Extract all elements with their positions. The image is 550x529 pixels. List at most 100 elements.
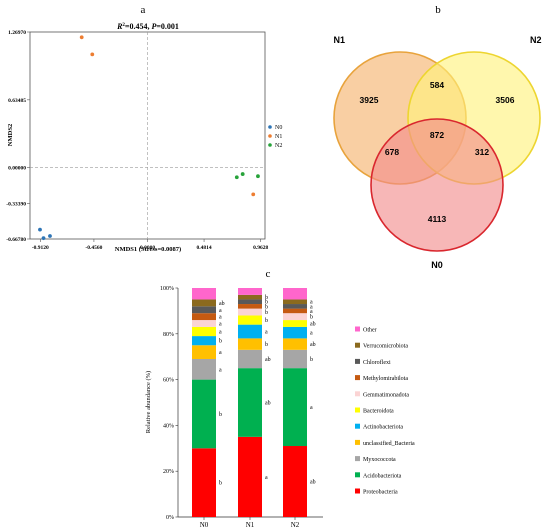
bar-segment (283, 308, 307, 314)
significance-letter: a (310, 309, 313, 315)
bar-legend-label: Methylomirabilota (363, 376, 408, 382)
y-tick-label: -0.33390 (6, 201, 26, 207)
bar-legend-label: Bacteroidota (363, 409, 394, 415)
bar-segment (192, 336, 216, 346)
bar-y-tick-label: 80% (163, 332, 174, 338)
bar-segment (283, 304, 307, 309)
legend-label-n2: N2 (275, 143, 282, 149)
nmds-x-axis-label: NMDS1 (Stress=0.0087) (115, 246, 181, 253)
significance-letter: a (219, 350, 222, 356)
bar-segment (192, 313, 216, 321)
bar-segment (238, 294, 262, 300)
bar-y-tick-label: 100% (160, 286, 174, 292)
scatter-point-n0 (41, 236, 46, 241)
venn-set-label-n0: N0 (431, 260, 443, 270)
bar-segment (192, 288, 216, 300)
significance-letter: b (310, 357, 313, 363)
venn-count-n1-n0: 678 (385, 147, 399, 157)
bar-segment (283, 313, 307, 321)
stacked-bar-panel: c 100%80%60%40%20%0% bbaabaaaaabN0aababb… (145, 268, 415, 529)
scatter-point-n0 (48, 234, 52, 238)
venn-count-all: 872 (430, 130, 444, 140)
bar-segment (192, 306, 216, 314)
significance-letter: a (265, 475, 268, 481)
scatter-point-n1 (90, 52, 95, 57)
y-tick-label: 1.26970 (8, 30, 26, 36)
bar-legend-swatch (355, 375, 360, 381)
bar-segment (283, 288, 307, 300)
significance-letter: a (310, 300, 313, 306)
bar-segment (238, 338, 262, 350)
bar-segment (283, 446, 307, 517)
venn-count-n2-only: 3506 (496, 95, 515, 105)
bar-legend-label: unclassified_Bacteria (363, 440, 415, 447)
bar-category-label: N0 (200, 521, 209, 529)
significance-letter: a (310, 304, 313, 310)
scatter-point-n2 (234, 175, 239, 180)
bar-segment (192, 448, 216, 517)
bar-segment (283, 349, 307, 369)
bar-legend-swatch (355, 423, 360, 429)
bar-legend-swatch (355, 439, 360, 445)
significance-letter: a (310, 331, 313, 337)
venn-count-n1-only: 3925 (360, 95, 379, 105)
bar-segment (238, 304, 262, 309)
bar-segment (238, 368, 262, 437)
bar-legend-swatch (355, 342, 360, 348)
panel-a-label: a (141, 4, 146, 16)
significance-letter: b (310, 315, 313, 321)
venn-circle-n0 (370, 118, 504, 252)
bar-legend-swatch (355, 456, 360, 462)
legend-marker-n0 (268, 125, 272, 129)
bar-y-axis-label: Relative abundance (%) (145, 371, 152, 433)
bar-legend-label: Other (363, 328, 377, 334)
bar-legend-label: Chloroflexi (363, 359, 391, 366)
significance-letter: a (219, 315, 222, 321)
legend-marker-n2 (268, 143, 272, 147)
scatter-point-n0 (38, 227, 42, 232)
significance-letter: a (219, 367, 222, 373)
scatter-point-n2 (256, 174, 260, 179)
bar-legend-swatch (355, 472, 360, 478)
significance-letter: b (265, 342, 268, 348)
bar-segment (283, 338, 307, 350)
significance-letter: b (265, 318, 268, 324)
scatter-point-n1 (251, 192, 256, 197)
significance-letter: a (219, 308, 222, 314)
scatter-point-n2 (240, 172, 245, 176)
bar-legend-label: Verrucomicrobiota (363, 344, 408, 350)
x-tick-label: -0.9120 (32, 245, 49, 251)
y-tick-label: -0.66780 (6, 237, 26, 243)
bar-category-label: N1 (246, 521, 255, 529)
bar-legend-swatch (355, 358, 360, 364)
title-p: P (151, 22, 156, 31)
significance-letter: a (265, 330, 268, 336)
venn-set-label-n1: N1 (333, 35, 345, 45)
bar-segment (238, 299, 262, 305)
x-tick-label: 0.0000 (140, 245, 155, 251)
legend-label-n0: N0 (275, 125, 282, 131)
y-tick-label: 0.63485 (8, 98, 26, 104)
bar-segment (283, 299, 307, 305)
significance-letter: ab (265, 401, 271, 407)
scatter-point-n1 (79, 35, 84, 40)
bar-segment (192, 320, 216, 327)
bar-segment (192, 326, 216, 337)
bar-y-tick-label: 60% (163, 378, 174, 384)
significance-letter: b (265, 300, 268, 306)
bar-segment (283, 368, 307, 447)
bar-legend-label: Myxococcota (363, 457, 396, 463)
bar-legend-swatch (355, 326, 360, 332)
x-tick-label: -0.4560 (85, 245, 102, 251)
bar-y-tick-label: 40% (163, 423, 174, 429)
significance-letter: a (219, 321, 222, 327)
bar-segment (283, 326, 307, 339)
nmds-y-axis-label: NMDS2 (7, 124, 14, 146)
panel-c-label: c (266, 268, 271, 280)
significance-letter: ab (310, 321, 316, 327)
bar-segment (238, 349, 262, 369)
bar-legend-label: Proteobacteria (363, 490, 398, 496)
significance-letter: ab (219, 301, 225, 307)
bar-segment (192, 358, 216, 380)
